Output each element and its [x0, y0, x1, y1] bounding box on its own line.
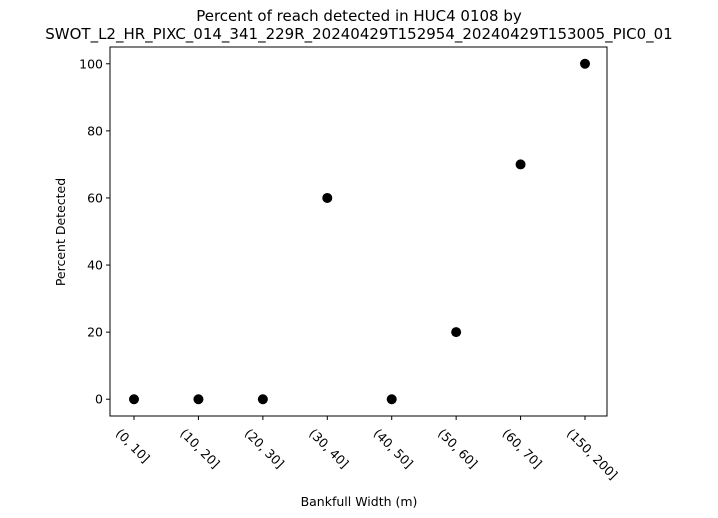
x-axis: (0, 10] (10, 20] (20, 30] (30, 40] (40, 50] (… [113, 416, 621, 482]
data-point [580, 58, 590, 69]
x-tick-label: (40, 50] [371, 426, 417, 472]
data-point [451, 327, 462, 338]
y-axis: 0 20 40 60 80 100 [79, 56, 110, 407]
chart-title-line-2: SWOT_L2_HR_PIXC_014_341_229R_20240429T15… [45, 25, 672, 44]
plot-area [109, 46, 608, 417]
y-axis-label: Percent Detected [53, 178, 68, 286]
x-tick-label: (150, 200] [564, 426, 621, 483]
x-tick-label: (30, 40] [306, 426, 352, 472]
data-point [322, 192, 333, 203]
y-tick-label: 20 [87, 325, 103, 340]
data-points [129, 58, 590, 405]
y-tick-label: 0 [95, 392, 103, 407]
x-tick-label: (50, 60] [435, 426, 481, 472]
chart-title-line-1: Percent of reach detected in HUC4 0108 b… [196, 7, 522, 25]
y-tick-label: 80 [87, 123, 103, 138]
y-tick-label: 40 [87, 258, 103, 273]
y-tick-label: 100 [79, 56, 103, 71]
data-point [193, 394, 204, 405]
x-tick-label: (0, 10] [113, 426, 153, 466]
data-point [257, 394, 268, 405]
x-axis-label: Bankfull Width (m) [301, 494, 418, 509]
x-tick-label: (60, 70] [499, 426, 545, 472]
data-point [515, 159, 526, 170]
data-point [386, 394, 397, 405]
x-tick-label: (20, 30] [242, 426, 288, 472]
data-point [129, 394, 139, 405]
y-tick-label: 60 [87, 190, 103, 205]
x-tick-label: (10, 20] [177, 426, 223, 472]
